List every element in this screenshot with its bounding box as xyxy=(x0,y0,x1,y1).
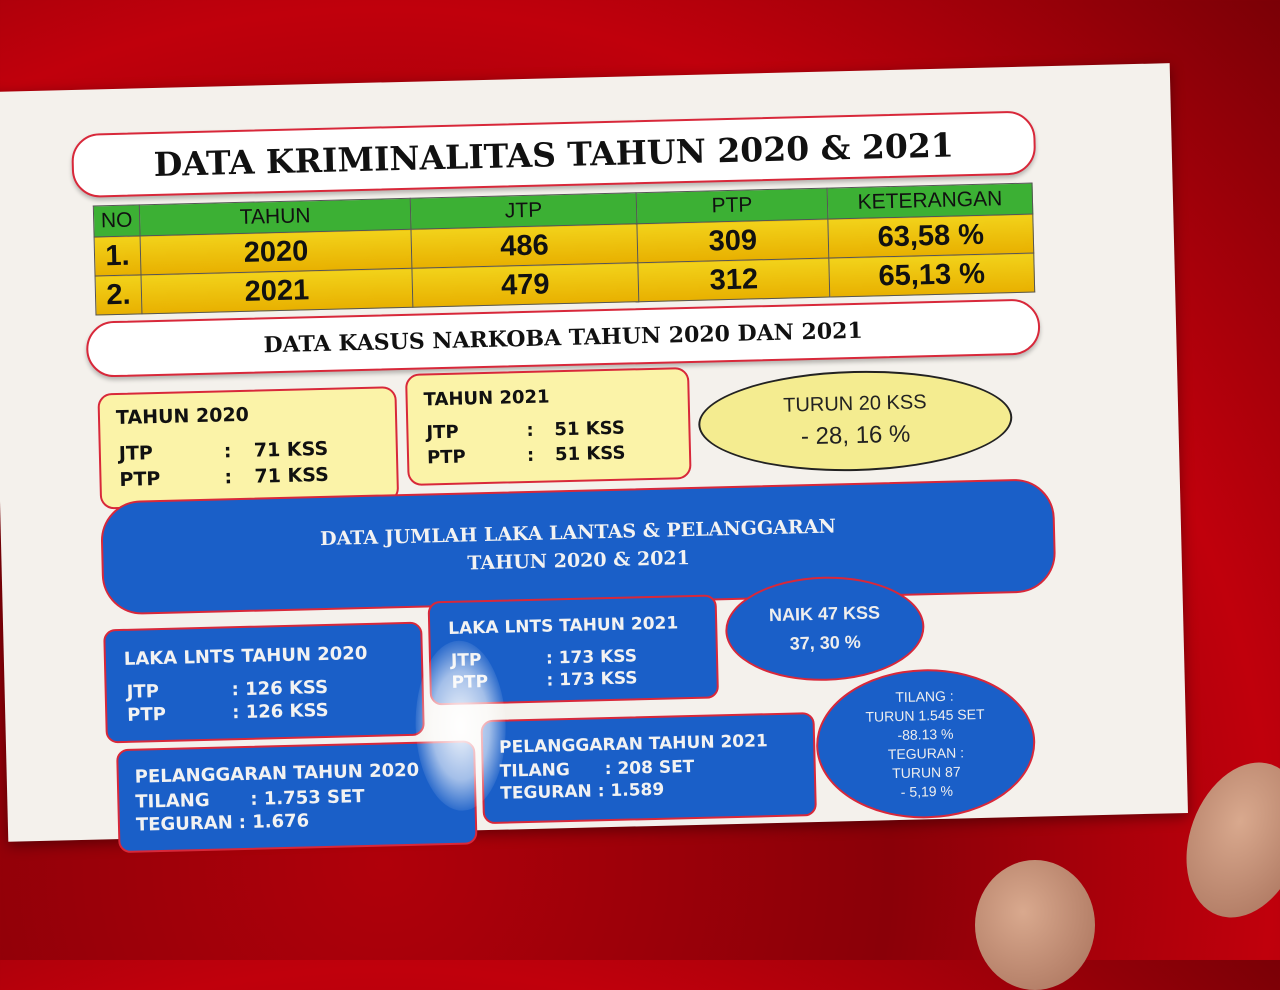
laka-2020-box: LAKA LNTS TAHUN 2020 JTP : 126 KSS PTP : 1… xyxy=(103,621,425,744)
summary-line: NAIK 47 KSS xyxy=(768,602,881,626)
cell-jtp: 479 xyxy=(411,262,639,308)
summary-line: TURUN 1.545 SET xyxy=(865,705,985,725)
teguran-label: TEGURAN xyxy=(135,812,234,836)
teguran-value: : 1.589 xyxy=(597,779,665,802)
cell-no: 2. xyxy=(95,274,142,315)
narkoba-summary-ellipse: TURUN 20 KSS - 28, 16 % xyxy=(697,367,1014,475)
cell-keterangan: 65,13 % xyxy=(828,253,1035,298)
finger xyxy=(975,860,1095,990)
tilang-value: : 1.753 SET xyxy=(250,786,365,810)
laka-title-banner: DATA JUMLAH LAKA LANTAS & PELANGGARAN TA… xyxy=(100,478,1057,616)
jtp-value: : 173 KSS xyxy=(545,646,638,669)
cell-tahun: 2020 xyxy=(140,229,412,275)
sep: : xyxy=(526,419,534,441)
cell-ptp: 309 xyxy=(636,219,829,263)
ptp-label: PTP xyxy=(127,703,167,726)
tilang-label: TILANG xyxy=(135,789,210,813)
teguran-value: : 1.676 xyxy=(238,810,310,834)
box-title: LAKA LNTS TAHUN 2020 xyxy=(123,642,368,670)
box-title: TAHUN 2020 xyxy=(115,403,250,430)
sep: : xyxy=(223,440,232,463)
header-no: NO xyxy=(93,204,141,238)
cell-ptp: 312 xyxy=(637,258,830,302)
summary-percent: 37, 30 % xyxy=(789,631,861,654)
summary-line: - 5,19 % xyxy=(900,782,954,800)
box-title: LAKA LNTS TAHUN 2021 xyxy=(448,613,679,639)
ptp-label: PTP xyxy=(426,446,466,469)
pelanggaran-summary-ellipse: TILANG : TURUN 1.545 SET -88.13 % TEGURA… xyxy=(814,666,1037,821)
crime-table: NO TAHUN JTP PTP KETERANGAN 1. 2020 486 … xyxy=(93,183,1035,316)
summary-line: TURUN 87 xyxy=(891,762,961,781)
cell-keterangan: 63,58 % xyxy=(827,214,1034,259)
jtp-value: 51 KSS xyxy=(554,417,626,441)
summary-line: TURUN 20 KSS xyxy=(782,390,927,417)
header-ptp: PTP xyxy=(636,188,828,224)
summary-line: TILANG : xyxy=(895,687,954,705)
ptp-value: 51 KSS xyxy=(554,442,626,466)
ptp-value: : 173 KSS xyxy=(546,668,638,691)
box-title: PELANGGARAN TAHUN 2021 xyxy=(498,731,769,758)
jtp-value: : 126 KSS xyxy=(231,676,329,701)
cell-tahun: 2021 xyxy=(141,268,413,314)
narkoba-2020-box: TAHUN 2020 JTP:71 KSS PTP:71 KSS xyxy=(97,386,400,510)
tilang-value: : 208 SET xyxy=(604,756,695,780)
header-keterangan: KETERANGAN xyxy=(827,183,1033,220)
summary-percent: - 28, 16 % xyxy=(800,420,911,450)
sep: : xyxy=(526,444,535,466)
printed-sheet: DATA KRIMINALITAS TAHUN 2020 & 2021 NO T… xyxy=(0,63,1188,854)
jtp-value: 71 KSS xyxy=(253,437,329,462)
summary-line: -88.13 % xyxy=(897,725,954,743)
pelanggaran-2021-box: PELANGGARAN TAHUN 2021 TILANG : 208 SET T… xyxy=(480,712,817,825)
jtp-label: JTP xyxy=(126,681,160,703)
tilang-label: TILANG xyxy=(499,760,571,782)
box-title: TAHUN 2021 xyxy=(423,386,550,411)
crime-title: DATA KRIMINALITAS TAHUN 2020 & 2021 xyxy=(153,124,955,184)
summary-line: TEGURAN : xyxy=(887,743,965,762)
teguran-label: TEGURAN xyxy=(500,781,592,804)
narkoba-2021-box: TAHUN 2021 JTP:51 KSS PTP:51 KSS xyxy=(405,367,692,486)
jtp-label: JTP xyxy=(118,442,154,465)
jtp-label: JTP xyxy=(426,421,459,444)
cell-jtp: 486 xyxy=(410,223,638,269)
ptp-value: : 126 KSS xyxy=(231,699,329,724)
crime-title-banner: DATA KRIMINALITAS TAHUN 2020 & 2021 xyxy=(71,110,1037,199)
sep: : xyxy=(224,466,233,489)
ptp-label: PTP xyxy=(119,467,161,491)
narkoba-title: DATA KASUS NARKOBA TAHUN 2020 DAN 2021 xyxy=(263,317,864,359)
ptp-value: 71 KSS xyxy=(254,463,330,488)
cell-no: 1. xyxy=(94,235,142,276)
